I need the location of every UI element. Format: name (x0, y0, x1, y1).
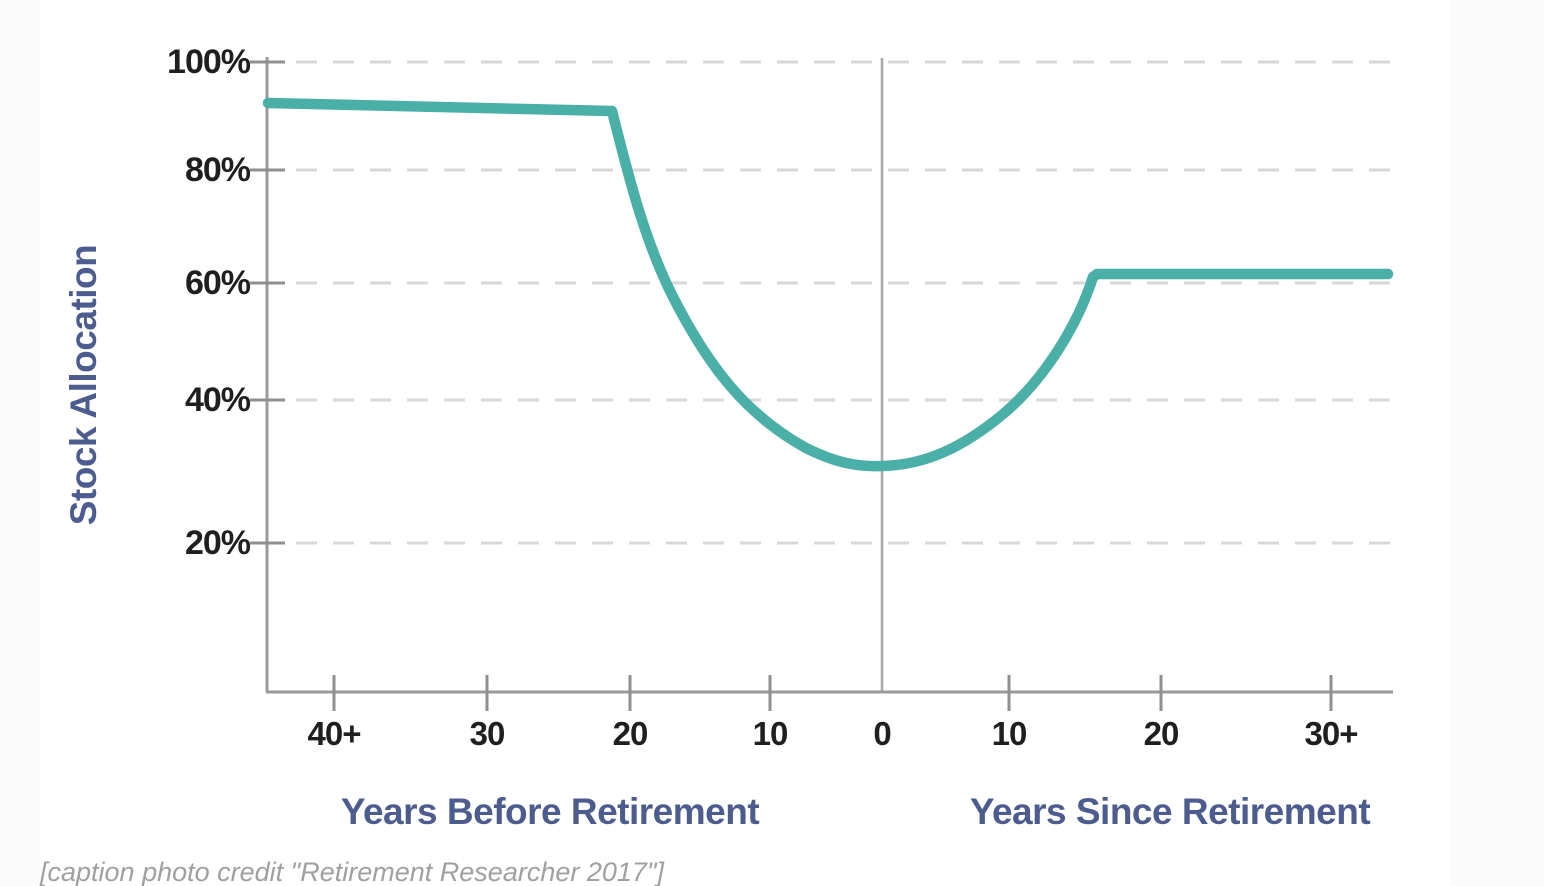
x-axis-title-since: Years Since Retirement (969, 791, 1371, 832)
y-tick-label-60: 60% (184, 264, 251, 302)
y-tick-label-100: 100% (167, 43, 251, 81)
x-tick-label-30plus-since: 30+ (1304, 715, 1359, 752)
x-tick-label-20-since: 20 (1143, 715, 1180, 752)
x-tick-label-0: 0 (873, 715, 891, 752)
x-tick-label-10-since: 10 (991, 715, 1028, 752)
y-tick-marks (250, 60, 285, 545)
x-axis-title-before: Years Before Retirement (340, 791, 760, 832)
x-tick-label-20-before: 20 (612, 715, 649, 752)
x-tick-label-40plus-before: 40+ (307, 715, 362, 752)
y-tick-label-40: 40% (184, 381, 251, 419)
glide-path-line (262, 97, 1394, 472)
y-tick-label-80: 80% (184, 151, 251, 189)
gridlines (296, 60, 1398, 545)
x-tick-label-10-before: 10 (752, 715, 789, 752)
figure-caption: [caption photo credit "Retirement Resear… (40, 857, 665, 886)
x-tick-marks (332, 675, 1333, 711)
y-tick-label-20: 20% (184, 524, 251, 562)
y-axis-title-text: Stock Allocation (63, 244, 104, 526)
x-tick-label-30-before: 30 (469, 715, 506, 752)
chart-card (40, 0, 1450, 886)
